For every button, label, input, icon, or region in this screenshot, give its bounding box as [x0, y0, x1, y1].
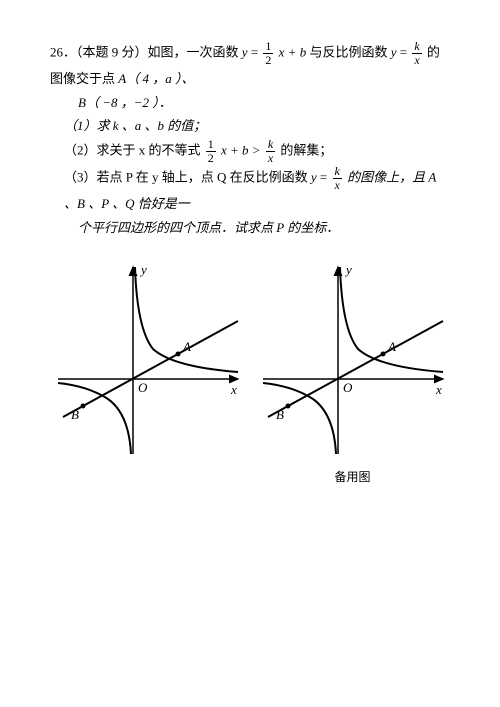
problem-26: 26．（本题 9 分）如图，一次函数 y = 12 x + b 与反比例函数 y…: [50, 40, 450, 239]
svg-text:y: y: [139, 262, 147, 277]
graph-row: A B O x y A B O x y 备用图: [50, 259, 450, 489]
graph-svg-main: A B O x y: [53, 259, 243, 459]
svg-text:y: y: [344, 262, 352, 277]
graph-svg-backup: A B O x y: [258, 259, 448, 459]
fraction-k-over-x: kx: [412, 40, 421, 67]
svg-text:A: A: [182, 339, 191, 354]
question-3-line2: 个平行四边形的四个顶点．试求点 P 的坐标．: [50, 216, 450, 239]
graph-backup: A B O x y 备用图: [258, 259, 448, 489]
problem-number: 26．: [50, 45, 76, 60]
problem-stem: 26．（本题 9 分）如图，一次函数 y = 12 x + b 与反比例函数 y…: [50, 40, 450, 91]
svg-text:B: B: [71, 407, 79, 422]
point-b-line: B（ −8 ，−2 ）．: [50, 91, 450, 114]
svg-text:O: O: [343, 380, 353, 395]
graph-main: A B O x y: [53, 259, 243, 489]
svg-text:A: A: [387, 339, 396, 354]
fraction-half: 12: [263, 40, 273, 67]
question-2: （2）求关于 x 的不等式 12 x + b > kx 的解集；: [50, 138, 450, 165]
question-1: （1）求 k 、a 、b 的值；: [50, 114, 450, 137]
svg-text:x: x: [435, 382, 442, 397]
svg-text:O: O: [138, 380, 148, 395]
question-3: （3）若点 P 在 y 轴上，点 Q 在反比例函数 y = kx 的图像上，且 …: [50, 165, 450, 216]
svg-text:B: B: [276, 407, 284, 422]
backup-caption: 备用图: [258, 467, 448, 489]
svg-text:x: x: [230, 382, 237, 397]
